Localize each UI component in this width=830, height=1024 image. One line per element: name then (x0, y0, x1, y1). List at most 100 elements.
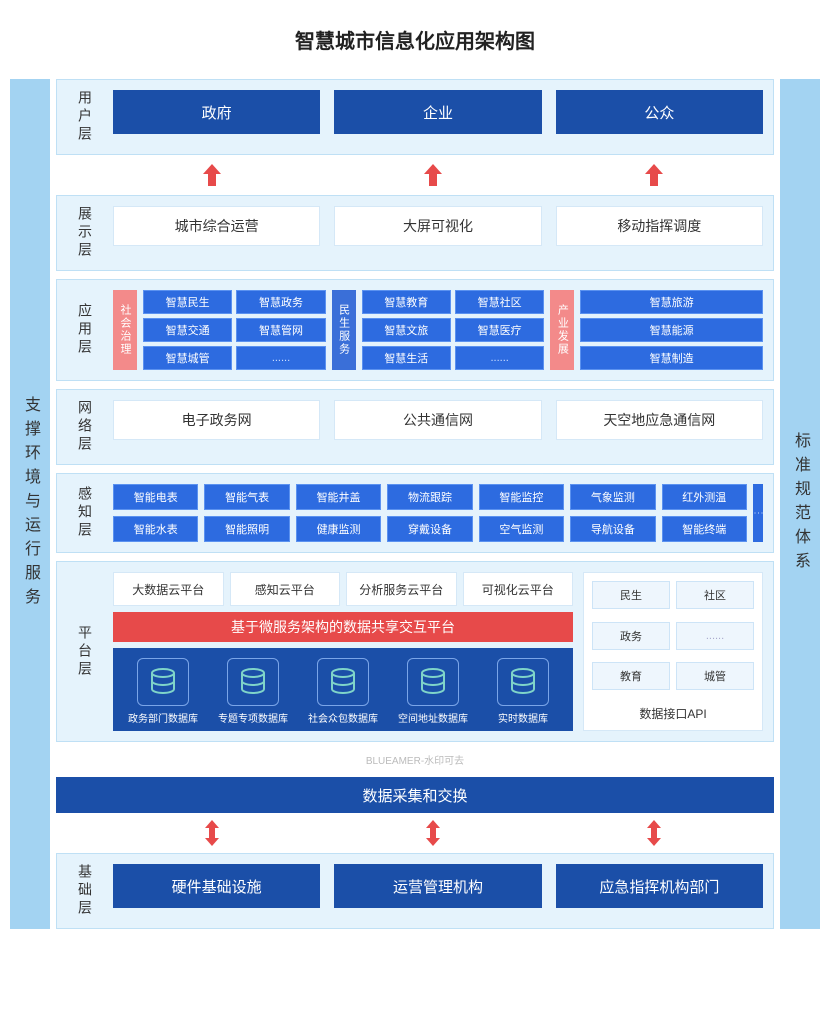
app-group-social: 智慧民生 智慧政务 智慧交通 智慧管网 智慧城管 ...... (143, 290, 326, 370)
layer-base: 基础层 硬件基础设施 运营管理机构 应急指挥机构部门 (56, 853, 774, 929)
app-chip: 智慧交通 (143, 318, 232, 342)
db-label: 实时数据库 (498, 710, 548, 725)
app-chip: 智慧生活 (362, 346, 451, 370)
center-column: 用户层 政府 企业 公众 展示层 城市综合运营 大屏可视化 移动指挥调度 (56, 79, 774, 929)
database-icon (227, 658, 279, 706)
perception-chip: 物流跟踪 (387, 484, 472, 510)
perception-chip: 气象监测 (570, 484, 655, 510)
cloud-platform: 分析服务云平台 (346, 572, 457, 606)
app-group-label: 产业发展 (550, 290, 574, 370)
app-chip: 智慧政务 (236, 290, 325, 314)
display-item: 移动指挥调度 (556, 206, 763, 246)
app-chip: 智慧教育 (362, 290, 451, 314)
app-chip-ellipsis: ...... (455, 346, 544, 370)
arrow-up-icon (102, 163, 323, 187)
watermark-text: BLUEAMER-水印可去 (56, 752, 774, 767)
app-group-industry: 智慧旅游 智慧能源 智慧制造 (580, 290, 763, 370)
app-chip: 智慧医疗 (455, 318, 544, 342)
api-title: 数据接口API (592, 705, 754, 722)
network-item: 公共通信网 (334, 400, 541, 440)
display-item: 城市综合运营 (113, 206, 320, 246)
cloud-platform: 大数据云平台 (113, 572, 224, 606)
arrows-user-display (56, 163, 774, 187)
perception-chip: 智能水表 (113, 516, 198, 542)
perception-chip: 智能电表 (113, 484, 198, 510)
perception-chip: 健康监测 (296, 516, 381, 542)
app-chip-ellipsis: ...... (236, 346, 325, 370)
db-item: 社会众包数据库 (301, 658, 385, 725)
layer-display: 展示层 城市综合运营 大屏可视化 移动指挥调度 (56, 195, 774, 271)
layer-label-platform: 平台层 (67, 572, 103, 731)
perception-chip: 穿戴设备 (387, 516, 472, 542)
perception-chip: 智能监控 (479, 484, 564, 510)
exchange-bar: 数据采集和交换 (56, 777, 774, 813)
app-chip: 智慧旅游 (580, 290, 763, 314)
layer-platform: 平台层 大数据云平台 感知云平台 分析服务云平台 可视化云平台 基于微服务架构的… (56, 561, 774, 742)
cloud-platform: 可视化云平台 (463, 572, 574, 606)
db-item: 实时数据库 (481, 658, 565, 725)
database-icon (317, 658, 369, 706)
app-chip: 智慧制造 (580, 346, 763, 370)
database-icon (137, 658, 189, 706)
app-chip: 智慧能源 (580, 318, 763, 342)
arrows-exchange-base (56, 821, 774, 845)
perception-chip: 导航设备 (570, 516, 655, 542)
database-icon (497, 658, 549, 706)
db-label: 社会众包数据库 (308, 710, 378, 725)
app-group-label: 民生服务 (332, 290, 356, 370)
app-chip: 智慧管网 (236, 318, 325, 342)
arrow-updown-icon (323, 821, 544, 845)
perception-grid: 智能电表 智能气表 智能井盖 物流跟踪 智能监控 气象监测 红外测温 智能水表 … (113, 484, 747, 542)
db-item: 专题专项数据库 (211, 658, 295, 725)
base-item: 硬件基础设施 (113, 864, 320, 908)
layer-user: 用户层 政府 企业 公众 (56, 79, 774, 155)
app-chip: 智慧文旅 (362, 318, 451, 342)
main-grid: 支撑环境与运行服务 用户层 政府 企业 公众 展示层 城市综合运营 (0, 79, 830, 929)
api-chip: 教育 (592, 662, 670, 690)
user-enterprise: 企业 (334, 90, 541, 134)
network-item: 电子政务网 (113, 400, 320, 440)
api-box: 民生 社区 政务 ...... 教育 城管 数据接口API (583, 572, 763, 731)
layer-perception: 感知层 智能电表 智能气表 智能井盖 物流跟踪 智能监控 气象监测 红外测温 智… (56, 473, 774, 553)
api-chip: 政务 (592, 622, 670, 650)
perception-chip: 智能气表 (204, 484, 289, 510)
display-item: 大屏可视化 (334, 206, 541, 246)
app-group-livelihood: 智慧教育 智慧社区 智慧文旅 智慧医疗 智慧生活 ...... (362, 290, 545, 370)
right-pillar: 标准规范体系 (780, 79, 820, 929)
perception-chip: 智能井盖 (296, 484, 381, 510)
db-item: 政务部门数据库 (121, 658, 205, 725)
layer-label-base: 基础层 (67, 864, 103, 918)
database-box: 政务部门数据库 专题专项数据库 社会众包数据库 (113, 648, 573, 731)
app-chip: 智慧社区 (455, 290, 544, 314)
layer-network: 网络层 电子政务网 公共通信网 天空地应急通信网 (56, 389, 774, 465)
base-item: 运营管理机构 (334, 864, 541, 908)
database-icon (407, 658, 459, 706)
left-pillar: 支撑环境与运行服务 (10, 79, 50, 929)
layer-app: 应用层 社会治理 智慧民生 智慧政务 智慧交通 智慧管网 智慧城管 ......… (56, 279, 774, 381)
app-group-label: 社会治理 (113, 290, 137, 370)
api-chip: 民生 (592, 581, 670, 609)
db-label: 专题专项数据库 (218, 710, 288, 725)
diagram-title: 智慧城市信息化应用架构图 (0, 25, 830, 54)
arrow-up-icon (543, 163, 764, 187)
db-label: 空间地址数据库 (398, 710, 468, 725)
perception-chip: 智能照明 (204, 516, 289, 542)
db-item: 空间地址数据库 (391, 658, 475, 725)
api-chip: 城管 (676, 662, 754, 690)
layer-label-user: 用户层 (67, 90, 103, 144)
network-item: 天空地应急通信网 (556, 400, 763, 440)
perception-more-icon: ⋮ (753, 484, 763, 542)
cloud-platform: 感知云平台 (230, 572, 341, 606)
arrow-updown-icon (543, 821, 764, 845)
perception-chip: 智能终端 (662, 516, 747, 542)
arrow-up-icon (323, 163, 544, 187)
layer-label-app: 应用层 (67, 290, 103, 370)
base-item: 应急指挥机构部门 (556, 864, 763, 908)
user-gov: 政府 (113, 90, 320, 134)
layer-label-display: 展示层 (67, 206, 103, 260)
layer-label-network: 网络层 (67, 400, 103, 454)
user-public: 公众 (556, 90, 763, 134)
perception-chip: 空气监测 (479, 516, 564, 542)
app-chip: 智慧民生 (143, 290, 232, 314)
db-label: 政务部门数据库 (128, 710, 198, 725)
